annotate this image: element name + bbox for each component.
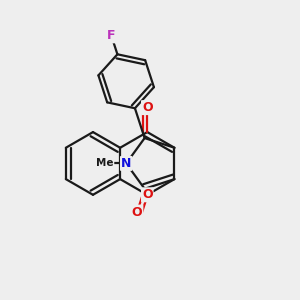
Text: Me: Me (96, 158, 113, 168)
Text: O: O (142, 188, 153, 201)
Text: O: O (132, 206, 142, 219)
Text: N: N (121, 157, 131, 170)
Text: F: F (107, 29, 116, 42)
Text: O: O (142, 101, 153, 114)
